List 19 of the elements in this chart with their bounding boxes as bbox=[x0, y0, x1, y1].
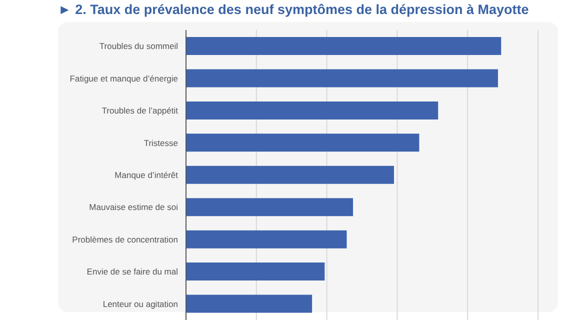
y-tick-label: Tristesse bbox=[144, 138, 178, 148]
bar bbox=[186, 262, 325, 281]
y-tick-label: Fatigue et manque d’énergie bbox=[70, 73, 178, 84]
bar bbox=[186, 198, 354, 216]
y-tick-label: Problèmes de concentration bbox=[72, 234, 178, 244]
y-tick-label: Lenteur ou agitation bbox=[102, 298, 178, 309]
chart-title: ► 2. Taux de prévalence des neuf symptômes de la dépression à Mayotte bbox=[57, 1, 530, 19]
y-tick-label: Manque d’intérêt bbox=[114, 170, 179, 180]
bar bbox=[186, 230, 347, 248]
bar bbox=[186, 166, 394, 184]
y-tick-label: Troubles de l’appétit bbox=[102, 106, 179, 116]
bar bbox=[186, 101, 438, 120]
y-tick-label: Troubles du sommeil bbox=[99, 41, 178, 52]
bar bbox=[186, 294, 312, 313]
bar bbox=[186, 37, 502, 55]
bar bbox=[186, 134, 420, 152]
bar bbox=[186, 69, 498, 88]
y-tick-label: Envie de se faire du mal bbox=[86, 266, 178, 277]
y-tick-label: Mauvaise estime de soi bbox=[89, 202, 178, 212]
